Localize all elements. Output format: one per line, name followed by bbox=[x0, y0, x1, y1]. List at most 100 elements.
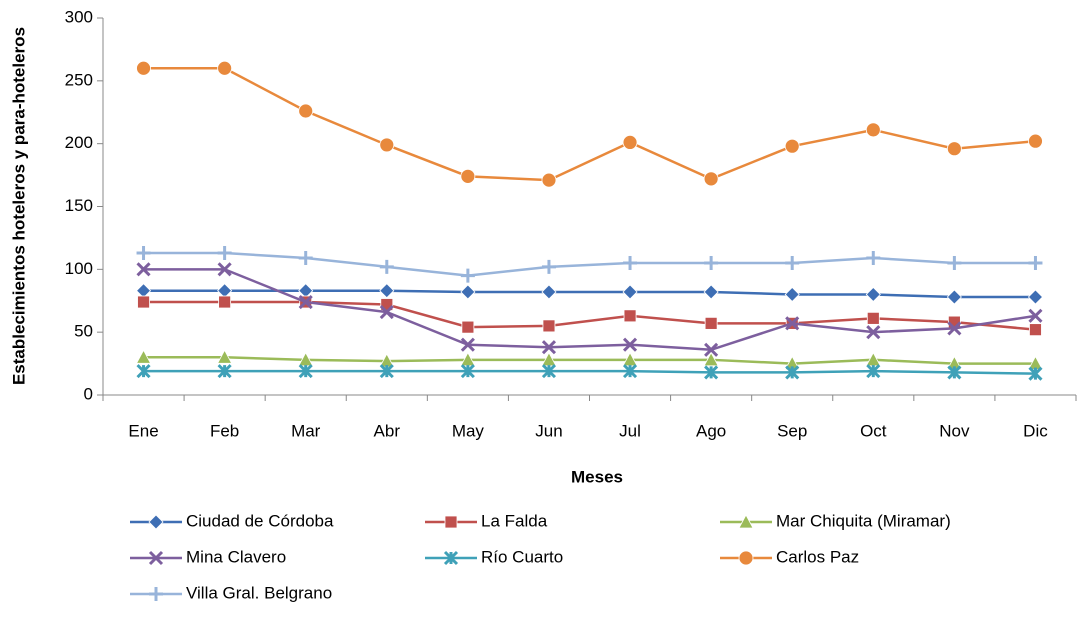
marker bbox=[379, 364, 394, 379]
x-tick-label: Abr bbox=[374, 421, 401, 440]
marker bbox=[866, 325, 881, 340]
marker bbox=[379, 137, 395, 153]
marker bbox=[541, 340, 557, 355]
marker bbox=[623, 309, 637, 323]
legend-label: Ciudad de Córdoba bbox=[186, 511, 334, 530]
marker bbox=[738, 550, 754, 566]
marker bbox=[947, 256, 962, 271]
series-line bbox=[143, 251, 1036, 277]
marker bbox=[1028, 133, 1043, 149]
marker bbox=[703, 351, 719, 367]
legend-item: Ciudad de Córdoba bbox=[130, 511, 334, 530]
marker bbox=[1028, 366, 1043, 381]
marker bbox=[443, 550, 459, 566]
series-line bbox=[143, 356, 1036, 365]
marker bbox=[1029, 323, 1042, 337]
marker bbox=[379, 259, 394, 274]
marker bbox=[217, 283, 233, 299]
marker bbox=[149, 587, 163, 601]
marker bbox=[136, 245, 151, 260]
marker bbox=[785, 365, 800, 380]
marker bbox=[1028, 256, 1043, 271]
marker bbox=[148, 514, 164, 530]
legend-item: Río Cuarto bbox=[425, 547, 563, 566]
marker bbox=[217, 245, 232, 260]
marker bbox=[217, 364, 232, 379]
marker bbox=[460, 284, 476, 300]
series-line bbox=[143, 300, 1036, 331]
marker bbox=[946, 289, 962, 305]
x-tick-label: Mar bbox=[291, 421, 321, 440]
marker bbox=[298, 103, 314, 119]
marker bbox=[866, 311, 880, 325]
marker bbox=[136, 60, 151, 76]
x-tick-label: Jun bbox=[535, 421, 562, 440]
marker bbox=[946, 141, 962, 157]
legend-label: Río Cuarto bbox=[481, 547, 563, 566]
marker bbox=[461, 320, 475, 334]
marker bbox=[135, 349, 152, 364]
marker bbox=[703, 171, 719, 187]
y-tick-label: 150 bbox=[65, 196, 93, 215]
marker bbox=[148, 550, 164, 566]
marker bbox=[541, 259, 556, 274]
marker bbox=[136, 364, 151, 379]
marker bbox=[704, 256, 719, 271]
series bbox=[136, 364, 1043, 381]
marker bbox=[865, 286, 881, 303]
x-tick-label: Feb bbox=[210, 421, 239, 440]
marker bbox=[738, 514, 754, 529]
y-tick-label: 50 bbox=[74, 322, 93, 341]
legend-item: Mina Clavero bbox=[130, 547, 286, 566]
marker bbox=[865, 122, 881, 138]
series bbox=[136, 60, 1043, 188]
legend-label: Mar Chiquita (Miramar) bbox=[776, 511, 951, 530]
marker bbox=[622, 337, 638, 352]
x-tick-label: Ene bbox=[128, 421, 158, 440]
x-tick-label: Nov bbox=[939, 421, 970, 440]
marker bbox=[784, 286, 800, 303]
y-axis-title: Establecimientos hoteleros y para-hotele… bbox=[9, 27, 28, 385]
y-tick-label: 200 bbox=[65, 133, 93, 152]
series bbox=[136, 245, 1043, 283]
legend-label: Carlos Paz bbox=[776, 547, 859, 566]
marker bbox=[623, 256, 638, 271]
marker bbox=[298, 251, 313, 266]
marker bbox=[298, 364, 313, 379]
marker bbox=[217, 262, 232, 277]
series-line bbox=[143, 369, 1036, 375]
marker bbox=[541, 172, 557, 188]
legend-label: La Falda bbox=[481, 511, 548, 530]
marker bbox=[704, 365, 719, 380]
marker bbox=[460, 168, 476, 184]
x-axis-title: Meses bbox=[571, 467, 623, 486]
legend-item: Mar Chiquita (Miramar) bbox=[720, 511, 951, 530]
x-tick-label: Dic bbox=[1023, 421, 1048, 440]
marker bbox=[541, 284, 557, 300]
series bbox=[136, 262, 1043, 357]
x-tick-label: Oct bbox=[860, 421, 887, 440]
marker bbox=[703, 284, 719, 300]
x-tick-label: Jul bbox=[619, 421, 641, 440]
marker bbox=[135, 283, 152, 299]
marker bbox=[947, 365, 962, 380]
marker bbox=[866, 251, 881, 266]
marker bbox=[1028, 308, 1043, 323]
marker bbox=[216, 349, 233, 364]
legend-item: Carlos Paz bbox=[720, 547, 859, 566]
legend-item: La Falda bbox=[425, 511, 548, 530]
y-tick-label: 300 bbox=[65, 7, 93, 26]
x-tick-label: May bbox=[452, 421, 485, 440]
legend-label: Mina Clavero bbox=[186, 547, 286, 566]
marker bbox=[784, 138, 800, 154]
y-tick-label: 0 bbox=[84, 384, 93, 403]
marker bbox=[622, 364, 638, 379]
series bbox=[135, 349, 1044, 370]
marker bbox=[298, 294, 313, 310]
marker bbox=[785, 316, 800, 331]
marker bbox=[1027, 289, 1044, 305]
series-line bbox=[143, 268, 1036, 352]
marker bbox=[218, 295, 232, 309]
marker bbox=[379, 283, 395, 299]
